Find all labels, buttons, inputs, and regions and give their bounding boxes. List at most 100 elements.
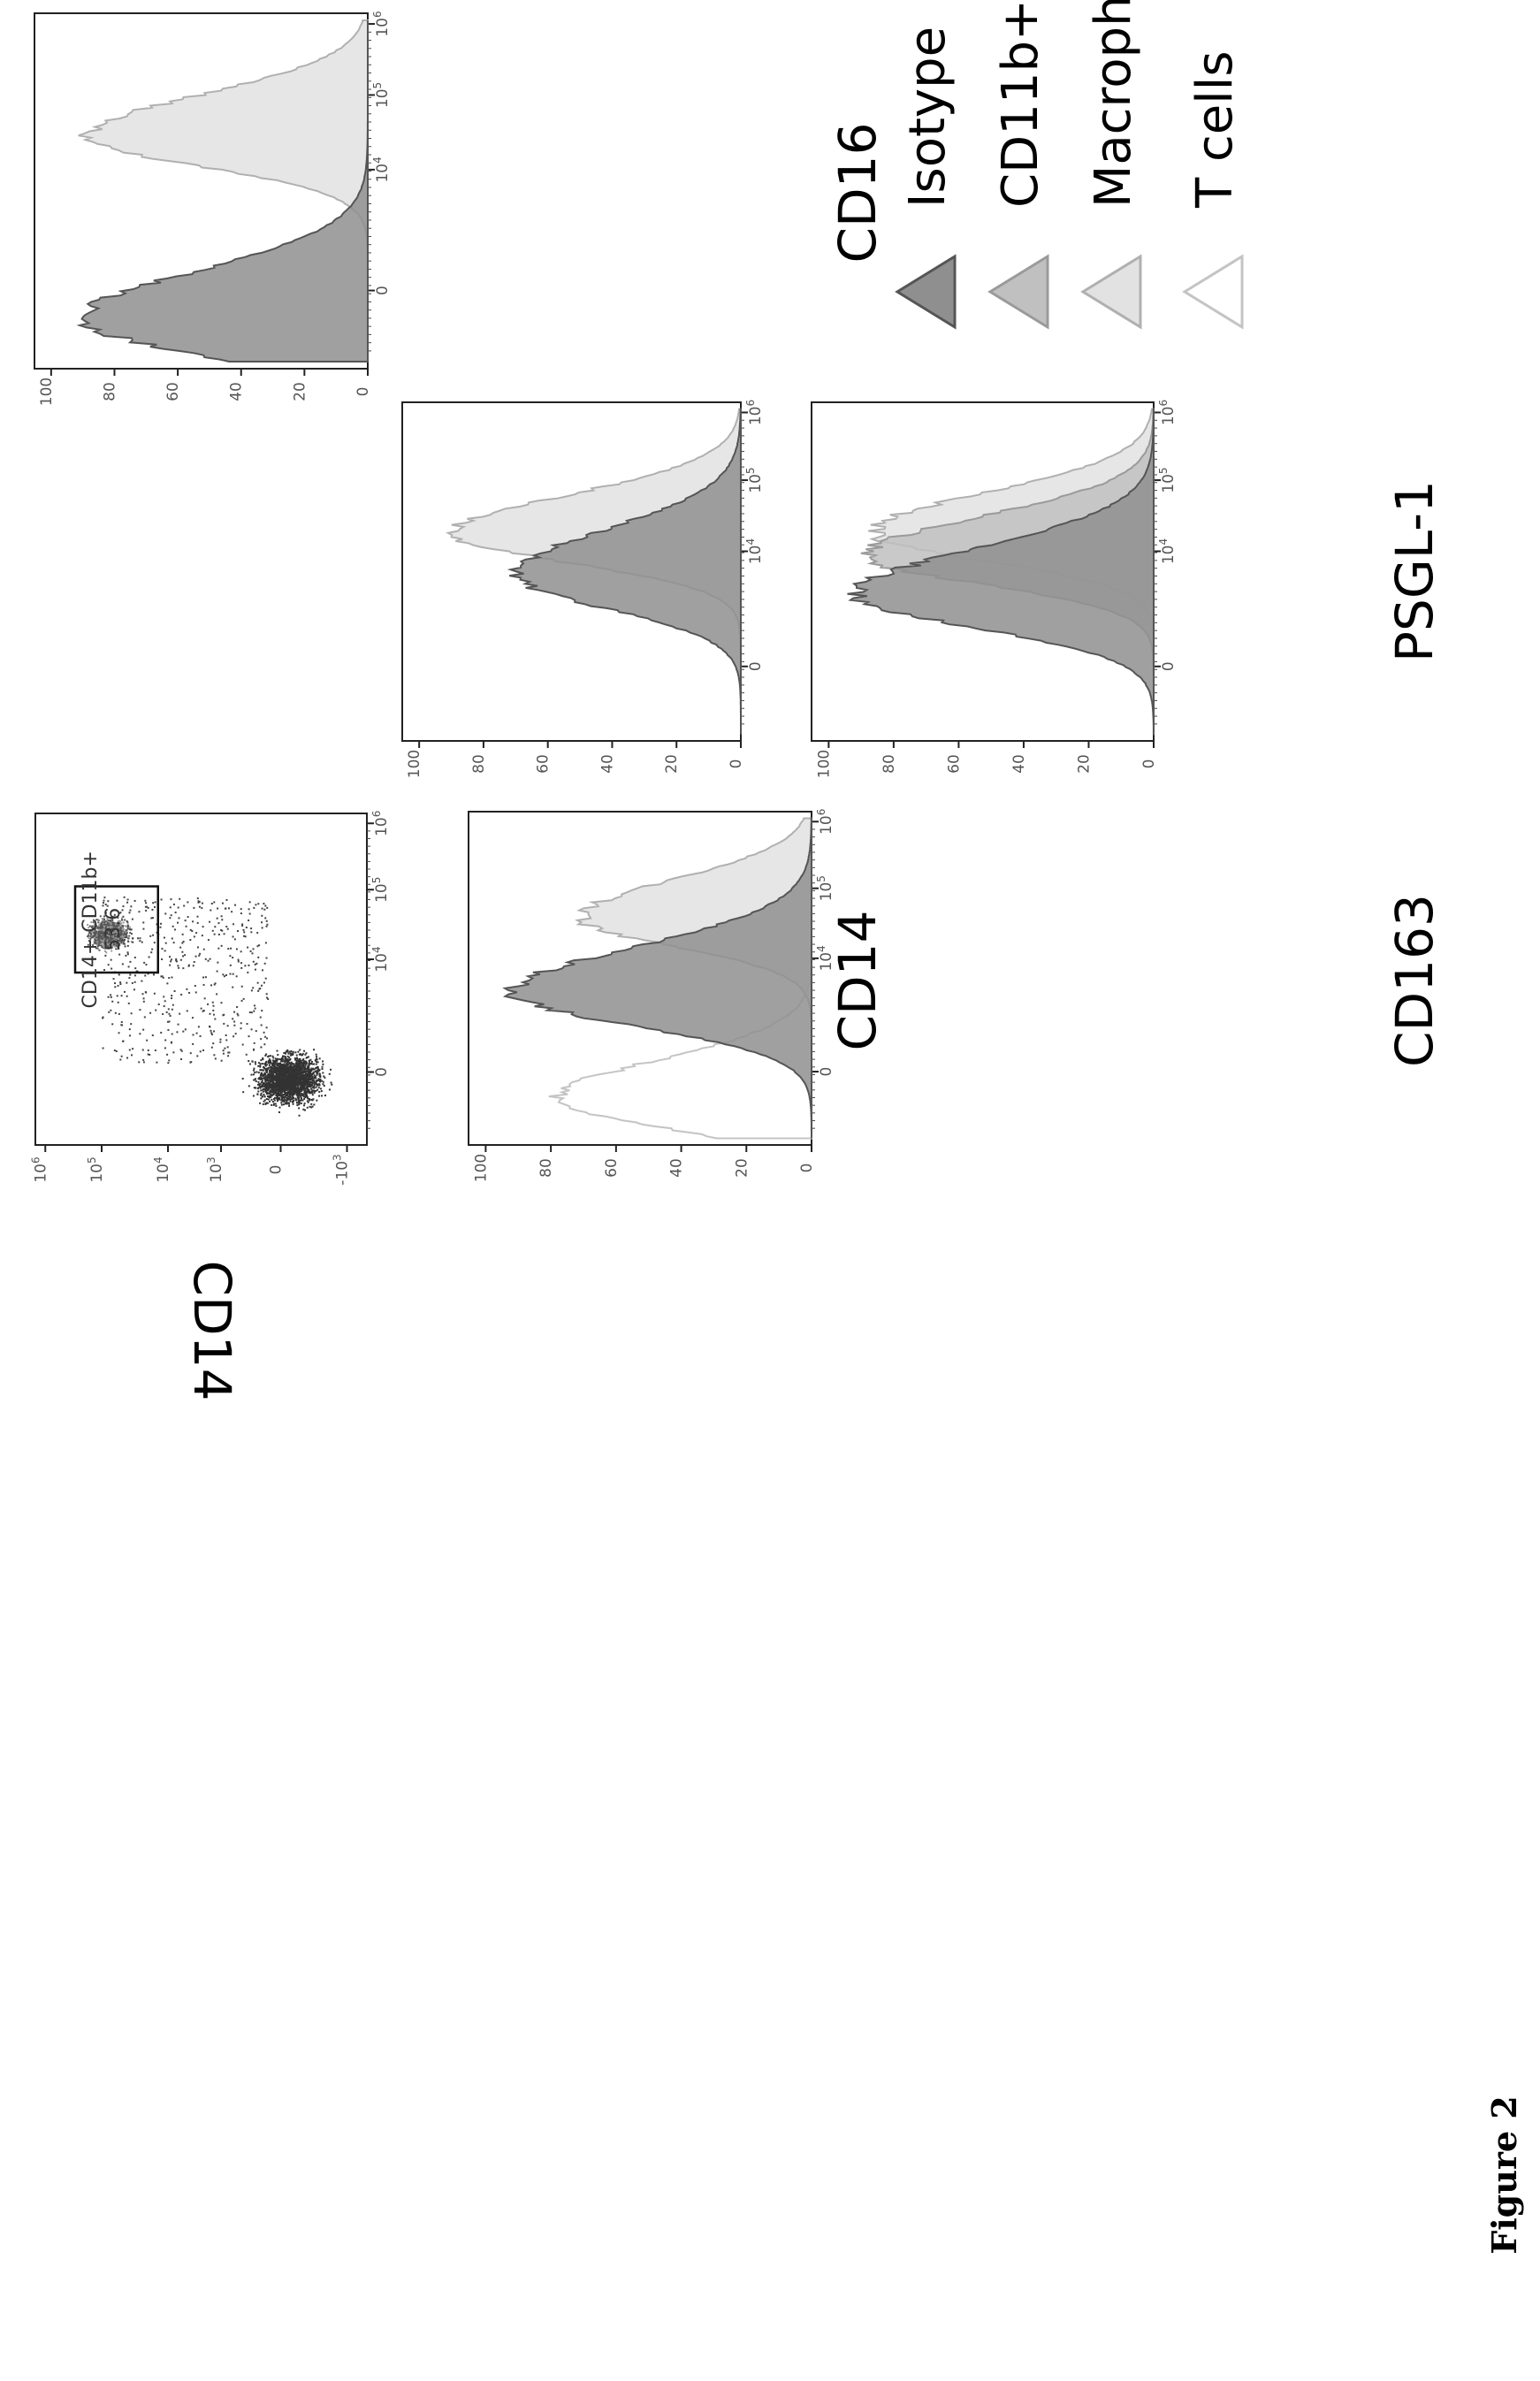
- event-dot: [257, 989, 260, 992]
- y-tick-label: -103: [332, 1154, 352, 1185]
- event-dot: [98, 949, 101, 951]
- event-dot: [302, 1095, 305, 1098]
- event-dot: [291, 1063, 294, 1065]
- event-dot: [266, 1074, 269, 1077]
- event-dot: [250, 1028, 253, 1031]
- event-dot: [103, 936, 106, 939]
- event-dot: [262, 1075, 264, 1078]
- y-tick-label: 20: [291, 382, 309, 401]
- event-dot: [103, 947, 106, 950]
- y-tick-label: 40: [668, 1158, 686, 1178]
- y-tick-label: 20: [733, 1158, 751, 1178]
- event-dot: [282, 1063, 285, 1065]
- event-dot: [312, 1085, 315, 1087]
- event-dot: [179, 946, 182, 949]
- event-dot: [113, 931, 116, 934]
- event-dot: [264, 904, 267, 907]
- event-dot: [248, 1085, 250, 1087]
- event-dot: [276, 1086, 278, 1088]
- event-dot: [278, 1062, 281, 1065]
- y-tick-label: 40: [598, 754, 616, 774]
- event-dot: [262, 1058, 264, 1061]
- event-dot: [213, 983, 216, 986]
- event-dot: [110, 923, 112, 926]
- event-dot: [295, 1061, 298, 1064]
- event-dot: [224, 1047, 226, 1049]
- event-dot: [104, 923, 107, 926]
- event-dot: [202, 983, 205, 986]
- event-dot: [104, 912, 107, 914]
- event-dot: [297, 1086, 300, 1088]
- event-dot: [306, 1095, 309, 1098]
- event-dot: [297, 1078, 300, 1080]
- event-dot: [197, 900, 200, 903]
- event-dot: [119, 934, 122, 936]
- event-dot: [261, 1078, 263, 1080]
- event-dot: [119, 1058, 122, 1061]
- event-dot: [115, 929, 118, 932]
- event-dot: [265, 1070, 268, 1072]
- event-dot: [243, 931, 246, 934]
- event-dot: [313, 1084, 316, 1087]
- event-dot: [129, 973, 132, 976]
- event-dot: [307, 1081, 309, 1084]
- event-dot: [299, 1087, 301, 1090]
- event-dot: [280, 1103, 283, 1106]
- event-dot: [100, 922, 103, 925]
- event-dot: [231, 911, 233, 913]
- event-dot: [122, 925, 125, 927]
- event-dot: [122, 931, 125, 934]
- event-dot: [273, 1078, 276, 1080]
- event-dot: [213, 1054, 216, 1057]
- event-dot: [220, 1002, 223, 1004]
- event-dot: [298, 1081, 301, 1084]
- event-dot: [87, 924, 89, 927]
- event-dot: [95, 919, 98, 921]
- event-dot: [278, 1075, 281, 1078]
- event-dot: [273, 1079, 276, 1081]
- event-dot: [316, 1070, 319, 1072]
- event-dot: [280, 1057, 283, 1059]
- event-dot: [245, 927, 248, 929]
- event-dot: [275, 1104, 278, 1107]
- event-dot: [96, 945, 99, 948]
- event-dot: [299, 1075, 301, 1078]
- event-dot: [114, 927, 117, 929]
- event-dot: [296, 1057, 299, 1060]
- event-dot: [102, 936, 104, 939]
- event-dot: [311, 1075, 314, 1078]
- event-dot: [168, 977, 171, 980]
- event-dot: [262, 1090, 264, 1093]
- event-dot: [227, 948, 230, 950]
- event-dot: [304, 1053, 307, 1056]
- event-dot: [274, 1062, 277, 1065]
- event-dot: [118, 953, 121, 956]
- event-dot: [112, 935, 115, 938]
- event-dot: [301, 1065, 303, 1068]
- event-dot: [280, 1069, 283, 1072]
- event-dot: [286, 1096, 288, 1099]
- event-dot: [265, 1053, 268, 1056]
- event-dot: [211, 1001, 214, 1004]
- event-dot: [315, 1053, 317, 1056]
- event-dot: [248, 912, 251, 915]
- event-dot: [118, 1012, 120, 1015]
- event-dot: [201, 907, 203, 910]
- event-dot: [195, 932, 198, 935]
- event-dot: [301, 1092, 303, 1095]
- event-dot: [118, 929, 120, 932]
- event-dot: [263, 1031, 265, 1034]
- y-tick-label: 100: [406, 750, 423, 778]
- event-dot: [289, 1054, 292, 1057]
- event-dot: [265, 957, 268, 959]
- event-dot: [290, 1087, 293, 1090]
- event-dot: [122, 928, 125, 931]
- event-dot: [90, 934, 93, 936]
- event-dot: [317, 1084, 320, 1087]
- event-dot: [309, 1063, 311, 1065]
- event-dot: [306, 1080, 309, 1082]
- event-dot: [264, 1070, 267, 1072]
- event-dot: [95, 942, 97, 945]
- event-dot: [274, 1068, 277, 1071]
- event-dot: [265, 1064, 268, 1066]
